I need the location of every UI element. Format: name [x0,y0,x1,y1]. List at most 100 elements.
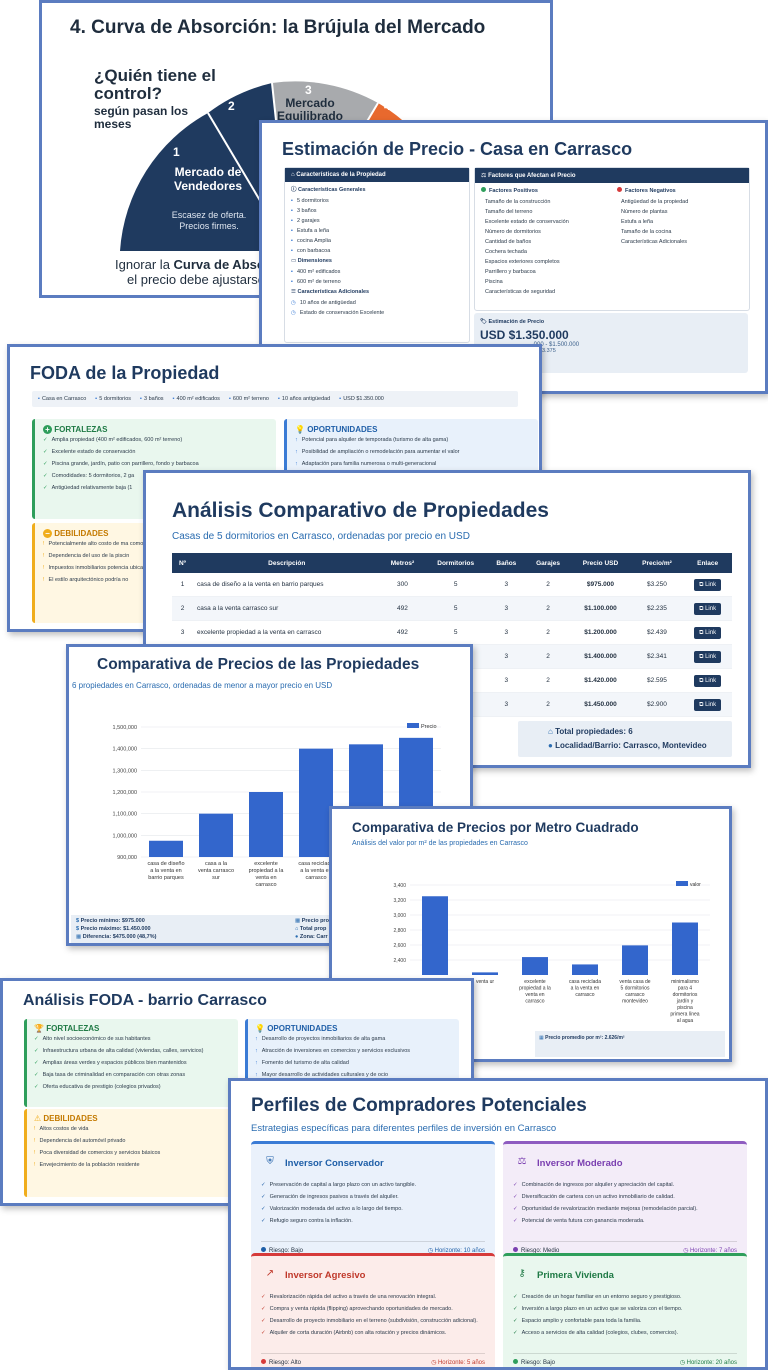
table-cell[interactable]: ⧉ Link [683,620,732,645]
external-link-icon: ⧉ [699,605,706,612]
list-item: Características Adicionales [621,239,688,245]
info-icon: ⓘ [291,187,297,193]
list-item: ▪ 400 m² edificados [291,269,341,275]
list-item: ! Dependencia del automóvil privado [34,1138,126,1144]
table-cell[interactable]: ⧉ Link [683,573,732,597]
list-item: Número de dormitorios [485,229,541,235]
clock-icon: ◷ [291,300,296,306]
table-row: 3 excelente propiedad a la venta en carra… [172,620,732,645]
check-icon: ✓ [43,485,48,491]
weaknesses-title: − DEBILIDADES [43,529,268,538]
list-item: ▪ Estufa a leña [291,228,330,234]
card-subtitle: 6 propiedades en Carrasco, ordenadas de … [72,681,333,690]
x-tick-label: casa a la [205,861,228,867]
external-link-button[interactable]: ⧉ Link [694,674,722,687]
x-tick-label: excelente [524,979,546,985]
list-item: ▪ 5 dormitorios [291,198,329,204]
x-tick-label: venta carrasco [198,868,234,874]
profile-title: Inversor Conservador [285,1158,384,1169]
external-link-button[interactable]: ⧉ Link [694,602,722,615]
list-item: ! Poca diversidad de comercios y servicio… [34,1150,161,1156]
list-item: Número de plantas [621,209,668,215]
external-link-button[interactable]: ⧉ Link [694,626,722,639]
list-item: Espacios exteriores completos [485,259,560,265]
external-link-button[interactable]: ⧉ Link [694,650,722,663]
table-cell: 3 [486,596,526,621]
column-header: Metros² [380,553,425,573]
bar [149,840,183,857]
list-item: ✓ Desarrollo de proyecto inmobiliario en … [261,1318,478,1324]
profile-footer: Riesgo: Alto ◷ Horizonte: 5 años [261,1353,485,1366]
external-link-icon: ⧉ [699,677,706,684]
list-item: Estufa a leña [621,219,654,225]
table-cell[interactable]: ⧉ Link [683,644,732,669]
column-header: Descripción [193,553,381,573]
table-cell[interactable]: ⧉ Link [683,596,732,621]
map-pin-icon: ● [548,741,553,750]
exclamation-icon: ! [43,577,45,583]
gauge-sellers-segment [120,113,290,251]
tick-4: 4 [384,99,391,113]
bar [199,813,233,857]
gauge-question-sub: según pasan los meses [94,104,189,131]
stat-total: ⌂ Total prop [295,926,327,932]
feature-icon: ▪ [291,238,293,244]
list-item: Excelente estado de conservación [485,219,569,225]
column-header: Baños [486,553,526,573]
table-cell: 3 [486,620,526,645]
table-cell: 3 [486,573,526,597]
column-header: Dormitorios [424,553,487,573]
x-tick-label: casa de diseño [148,861,185,867]
column-header: Nº [172,553,194,573]
clock-icon: ◷ [291,310,296,316]
x-tick-label: carrasco [525,999,544,1005]
table-cell[interactable]: ⧉ Link [683,692,732,717]
table-cell: 2 [525,668,571,693]
table-cell: 2 [525,596,571,621]
exclamation-icon: ! [43,553,45,559]
x-tick-label: 5 dormitorios [621,986,650,992]
list-item: ✓ Refugio seguro contra la inflación. [261,1218,353,1224]
table-cell: $2.900 [630,692,684,717]
list-item: ! Altos costos de vida [34,1126,89,1132]
home-icon: ⌂ [295,926,299,932]
check-icon: ✓ [261,1306,266,1312]
list-item: ✓ Compra y venta rápida (flipping) aprove… [261,1306,453,1312]
property-chip: 3 baños [143,396,164,402]
property-chip: 10 años antigüedad [281,396,331,402]
check-icon: ✓ [43,437,48,443]
x-tick-label: casa reciclada [298,861,334,867]
card-title: Comparativa de Precios por Metro Cuadrad… [352,820,639,835]
list-item: ↑ Adaptación para familia numerosa o mult… [295,461,437,467]
section-general: ⓘ Características Generales [291,185,463,196]
key-icon: ⚷ [518,1268,526,1279]
list-item: ✓ Amplia propiedad (400 m² edificados, 60… [43,437,183,443]
bar [249,792,283,857]
table-cell: $2.235 [630,596,684,621]
table-cell[interactable]: ⧉ Link [683,668,732,693]
table-cell: 3 [486,692,526,717]
list-item: ↑ Potencial para alquiler de temporada (t… [295,437,449,443]
panel-header: ⌂ Características de la Propiedad [285,168,469,182]
check-icon: ✓ [43,449,48,455]
table-cell: 5 [424,596,487,621]
external-link-button[interactable]: ⧉ Link [694,578,722,591]
list-item: ✓ Amplias áreas verdes y espacios público… [34,1060,187,1066]
slide-footer: Ignorar la Curva de Absor el precio debe… [115,257,270,287]
list-item: ✓ Inversión a largo plazo en un activo qu… [513,1306,683,1312]
list-item: ✓ Oferta educativa de prestigio (colegios… [34,1084,161,1090]
property-characteristics-panel: ⌂ Características de la Propiedad ⓘ Cara… [284,167,470,343]
external-link-button[interactable]: ⧉ Link [694,698,722,711]
negative-factors-title: Factores Negativos [617,186,747,197]
chart-line-icon: ↗ [265,1268,275,1279]
table-cell: 2 [525,620,571,645]
profile-title: Inversor Agresivo [285,1270,366,1281]
risk-label: Riesgo: Bajo [261,1247,303,1254]
x-tick-label: dormitorios [673,992,698,998]
table-cell: $2.595 [630,668,684,693]
card-title: Comparativa de Precios de las Propiedade… [97,656,420,673]
x-tick-label: sur [212,875,220,881]
x-tick-label: a la venta en [300,868,332,874]
card-title: FODA de la Propiedad [30,363,220,383]
feature-icon: ▪ [291,208,293,214]
